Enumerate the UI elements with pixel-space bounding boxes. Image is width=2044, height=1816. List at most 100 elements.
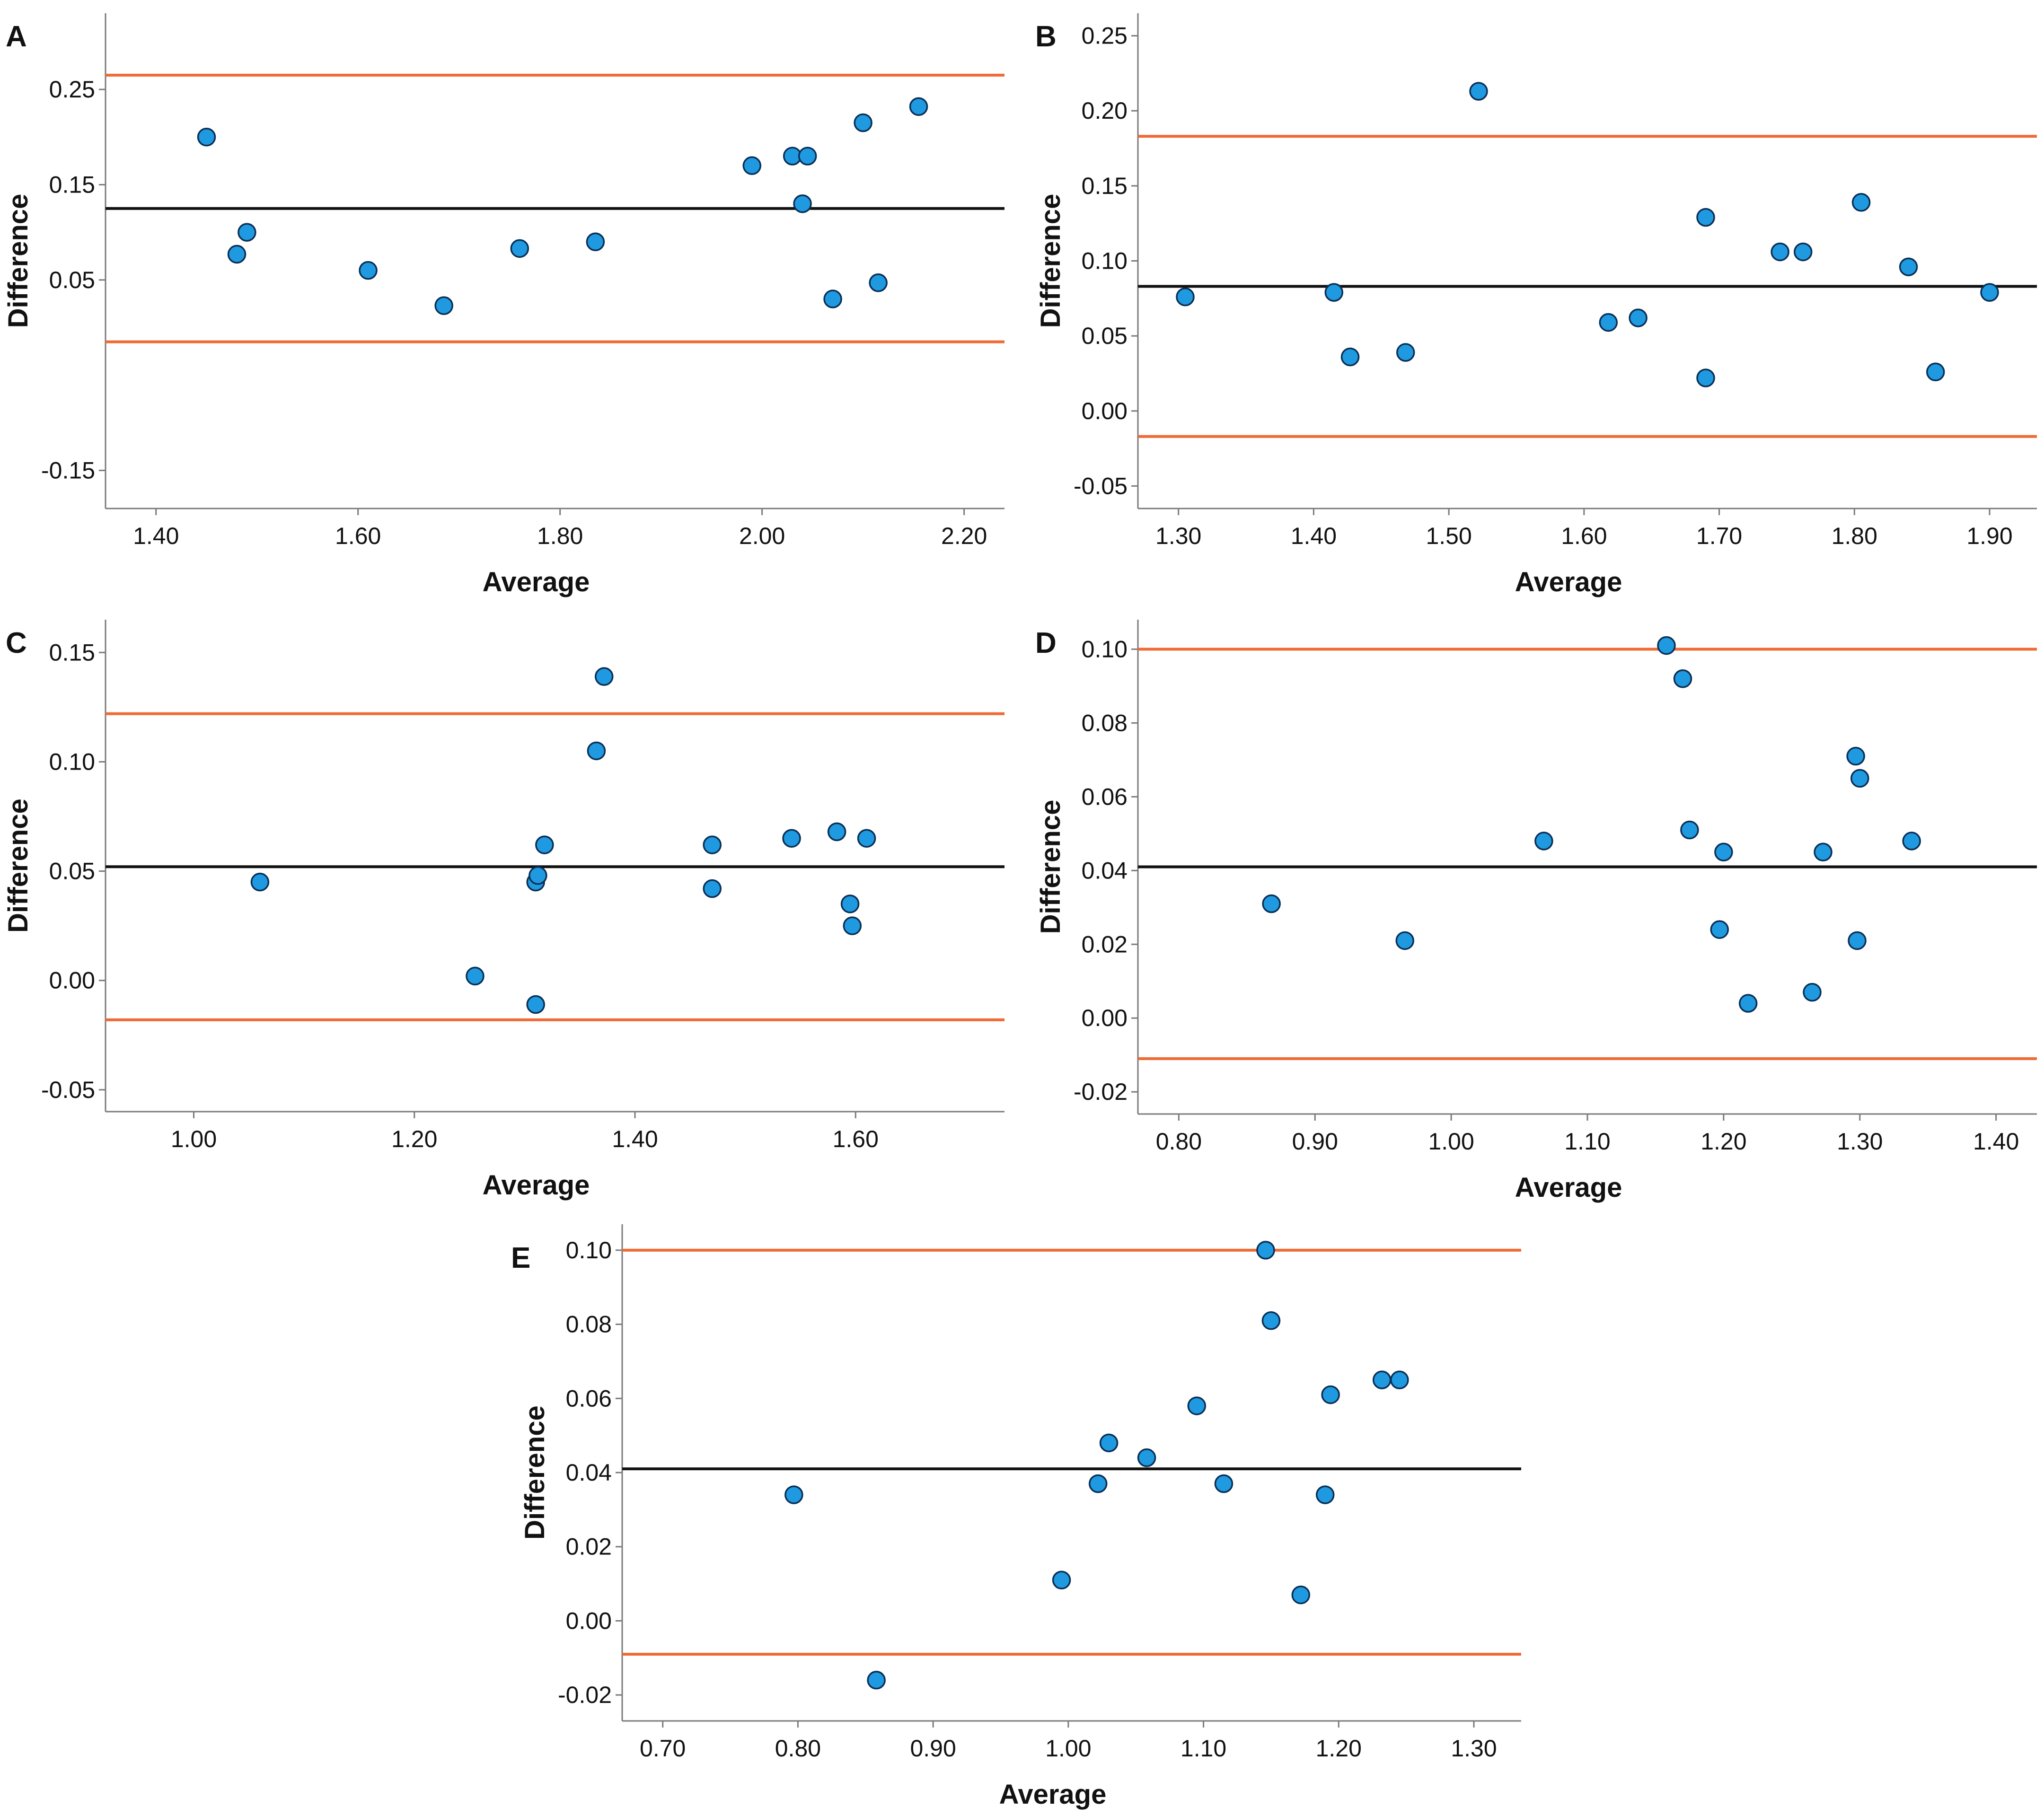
x-tick-label: 1.60 bbox=[335, 523, 381, 549]
panel-letter: D bbox=[1035, 627, 1057, 659]
x-tick-label: 1.90 bbox=[1966, 523, 2012, 549]
data-point bbox=[1262, 894, 1281, 913]
data-point bbox=[798, 147, 817, 166]
data-point bbox=[1738, 994, 1758, 1013]
x-tick-label: 0.90 bbox=[1292, 1128, 1338, 1155]
y-tick-label: 0.10 bbox=[49, 748, 95, 775]
x-tick-label: 1.30 bbox=[1155, 523, 1201, 549]
y-tick-label: -0.05 bbox=[1074, 473, 1128, 499]
data-point bbox=[1396, 343, 1415, 362]
data-point bbox=[784, 1485, 803, 1504]
data-point bbox=[529, 866, 547, 885]
y-tick-label: 0.06 bbox=[1082, 783, 1128, 810]
x-tick-label: 0.80 bbox=[1156, 1128, 1202, 1155]
data-point bbox=[843, 916, 862, 935]
x-tick-label: 1.80 bbox=[1832, 523, 1877, 549]
x-tick-label: 1.10 bbox=[1181, 1735, 1226, 1762]
data-point bbox=[1851, 193, 1871, 212]
data-point bbox=[1696, 368, 1715, 387]
data-point bbox=[197, 128, 216, 147]
x-tick-label: 1.50 bbox=[1426, 523, 1471, 549]
y-axis-title: Difference bbox=[1035, 800, 1066, 934]
y-tick-label: 0.15 bbox=[49, 171, 95, 198]
data-point bbox=[1899, 257, 1918, 276]
data-point bbox=[1814, 842, 1833, 862]
x-tick-label: 0.80 bbox=[775, 1735, 821, 1762]
x-tick-label: 1.20 bbox=[1316, 1735, 1362, 1762]
data-point bbox=[1629, 308, 1648, 327]
data-point bbox=[1214, 1474, 1233, 1493]
y-tick-label: 0.06 bbox=[566, 1385, 612, 1412]
panel-c: C 1.00 1.20 1.40 1.60 -0.05 0.00 0.05 0.10 0.15 Av… bbox=[3, 620, 1004, 1201]
y-axis-title: Difference bbox=[1035, 194, 1066, 328]
y-tick-label: 0.08 bbox=[566, 1311, 612, 1338]
x-axis-title: Average bbox=[1515, 1172, 1622, 1203]
data-point bbox=[1291, 1585, 1311, 1605]
y-tick-label: 0.10 bbox=[566, 1237, 612, 1263]
data-point bbox=[587, 741, 606, 761]
y-tick-label: 0.02 bbox=[1082, 931, 1128, 957]
data-point bbox=[359, 261, 378, 280]
panel-b: B 1.30 1.40 1.50 1.60 1.70 1.80 1.90 -0.05 0.00 0.… bbox=[1035, 13, 2037, 597]
data-point bbox=[1099, 1433, 1119, 1453]
data-point bbox=[1771, 242, 1789, 262]
panel-letter: C bbox=[6, 627, 27, 659]
y-tick-label: 0.00 bbox=[566, 1607, 612, 1634]
x-tick-label: 1.70 bbox=[1696, 523, 1742, 549]
data-point bbox=[1256, 1241, 1275, 1260]
y-tick-label: 0.15 bbox=[1082, 173, 1128, 199]
x-axis-title: Average bbox=[483, 567, 590, 597]
x-tick-label: 1.00 bbox=[1045, 1735, 1091, 1762]
y-axis-title: Difference bbox=[3, 194, 34, 328]
data-point bbox=[840, 895, 860, 913]
x-tick-label: 1.20 bbox=[1700, 1128, 1746, 1155]
y-tick-label: 0.02 bbox=[566, 1534, 612, 1560]
x-axis-title: Average bbox=[483, 1170, 590, 1201]
x-tick-label: 1.20 bbox=[391, 1126, 437, 1152]
data-point bbox=[1803, 983, 1822, 1002]
y-tick-label: 0.05 bbox=[49, 858, 95, 885]
data-point bbox=[594, 667, 614, 686]
data-point bbox=[1088, 1474, 1108, 1493]
data-point bbox=[1395, 931, 1414, 950]
y-tick-label: -0.02 bbox=[1074, 1079, 1128, 1105]
data-point bbox=[1372, 1370, 1392, 1389]
data-point bbox=[909, 97, 928, 116]
panel-letter: B bbox=[1035, 20, 1057, 53]
y-axis-title: Difference bbox=[520, 1405, 550, 1540]
data-point bbox=[1315, 1485, 1335, 1504]
data-point bbox=[1390, 1370, 1409, 1389]
y-tick-label: 0.10 bbox=[1082, 248, 1128, 274]
x-tick-label: 2.20 bbox=[941, 523, 987, 549]
data-point bbox=[466, 966, 485, 986]
y-tick-label: 0.00 bbox=[1082, 398, 1128, 424]
data-point bbox=[1696, 208, 1715, 227]
x-tick-label: 1.30 bbox=[1837, 1128, 1883, 1155]
y-tick-label: 0.04 bbox=[1082, 857, 1128, 884]
data-point bbox=[793, 194, 812, 213]
x-tick-label: 0.90 bbox=[910, 1735, 956, 1762]
data-point bbox=[1902, 832, 1921, 851]
data-point bbox=[827, 822, 846, 842]
data-point bbox=[1673, 669, 1692, 688]
data-point bbox=[703, 835, 722, 854]
data-point bbox=[434, 296, 453, 315]
panel-e: E 0.70 0.80 0.90 1.00 1.10 1.20 1.30 -0.02 0.00 0.… bbox=[511, 1224, 1521, 1810]
data-point bbox=[1926, 362, 1945, 382]
x-tick-label: 1.40 bbox=[1973, 1128, 2019, 1155]
y-tick-label: 0.15 bbox=[49, 639, 95, 666]
y-tick-label: 0.00 bbox=[49, 967, 95, 994]
x-tick-label: 1.30 bbox=[1451, 1735, 1497, 1762]
y-tick-label: 0.25 bbox=[1082, 23, 1128, 49]
data-point bbox=[1176, 287, 1195, 307]
data-point bbox=[1710, 920, 1729, 939]
data-point bbox=[1846, 746, 1865, 766]
x-tick-label: 1.00 bbox=[1428, 1128, 1474, 1155]
data-point bbox=[782, 829, 801, 848]
data-point bbox=[1850, 769, 1869, 788]
x-tick-label: 1.60 bbox=[833, 1126, 879, 1152]
x-axis-title: Average bbox=[1515, 567, 1622, 597]
y-tick-label: -0.02 bbox=[558, 1682, 612, 1708]
data-point bbox=[869, 273, 888, 292]
x-tick-label: 1.40 bbox=[1291, 523, 1337, 549]
